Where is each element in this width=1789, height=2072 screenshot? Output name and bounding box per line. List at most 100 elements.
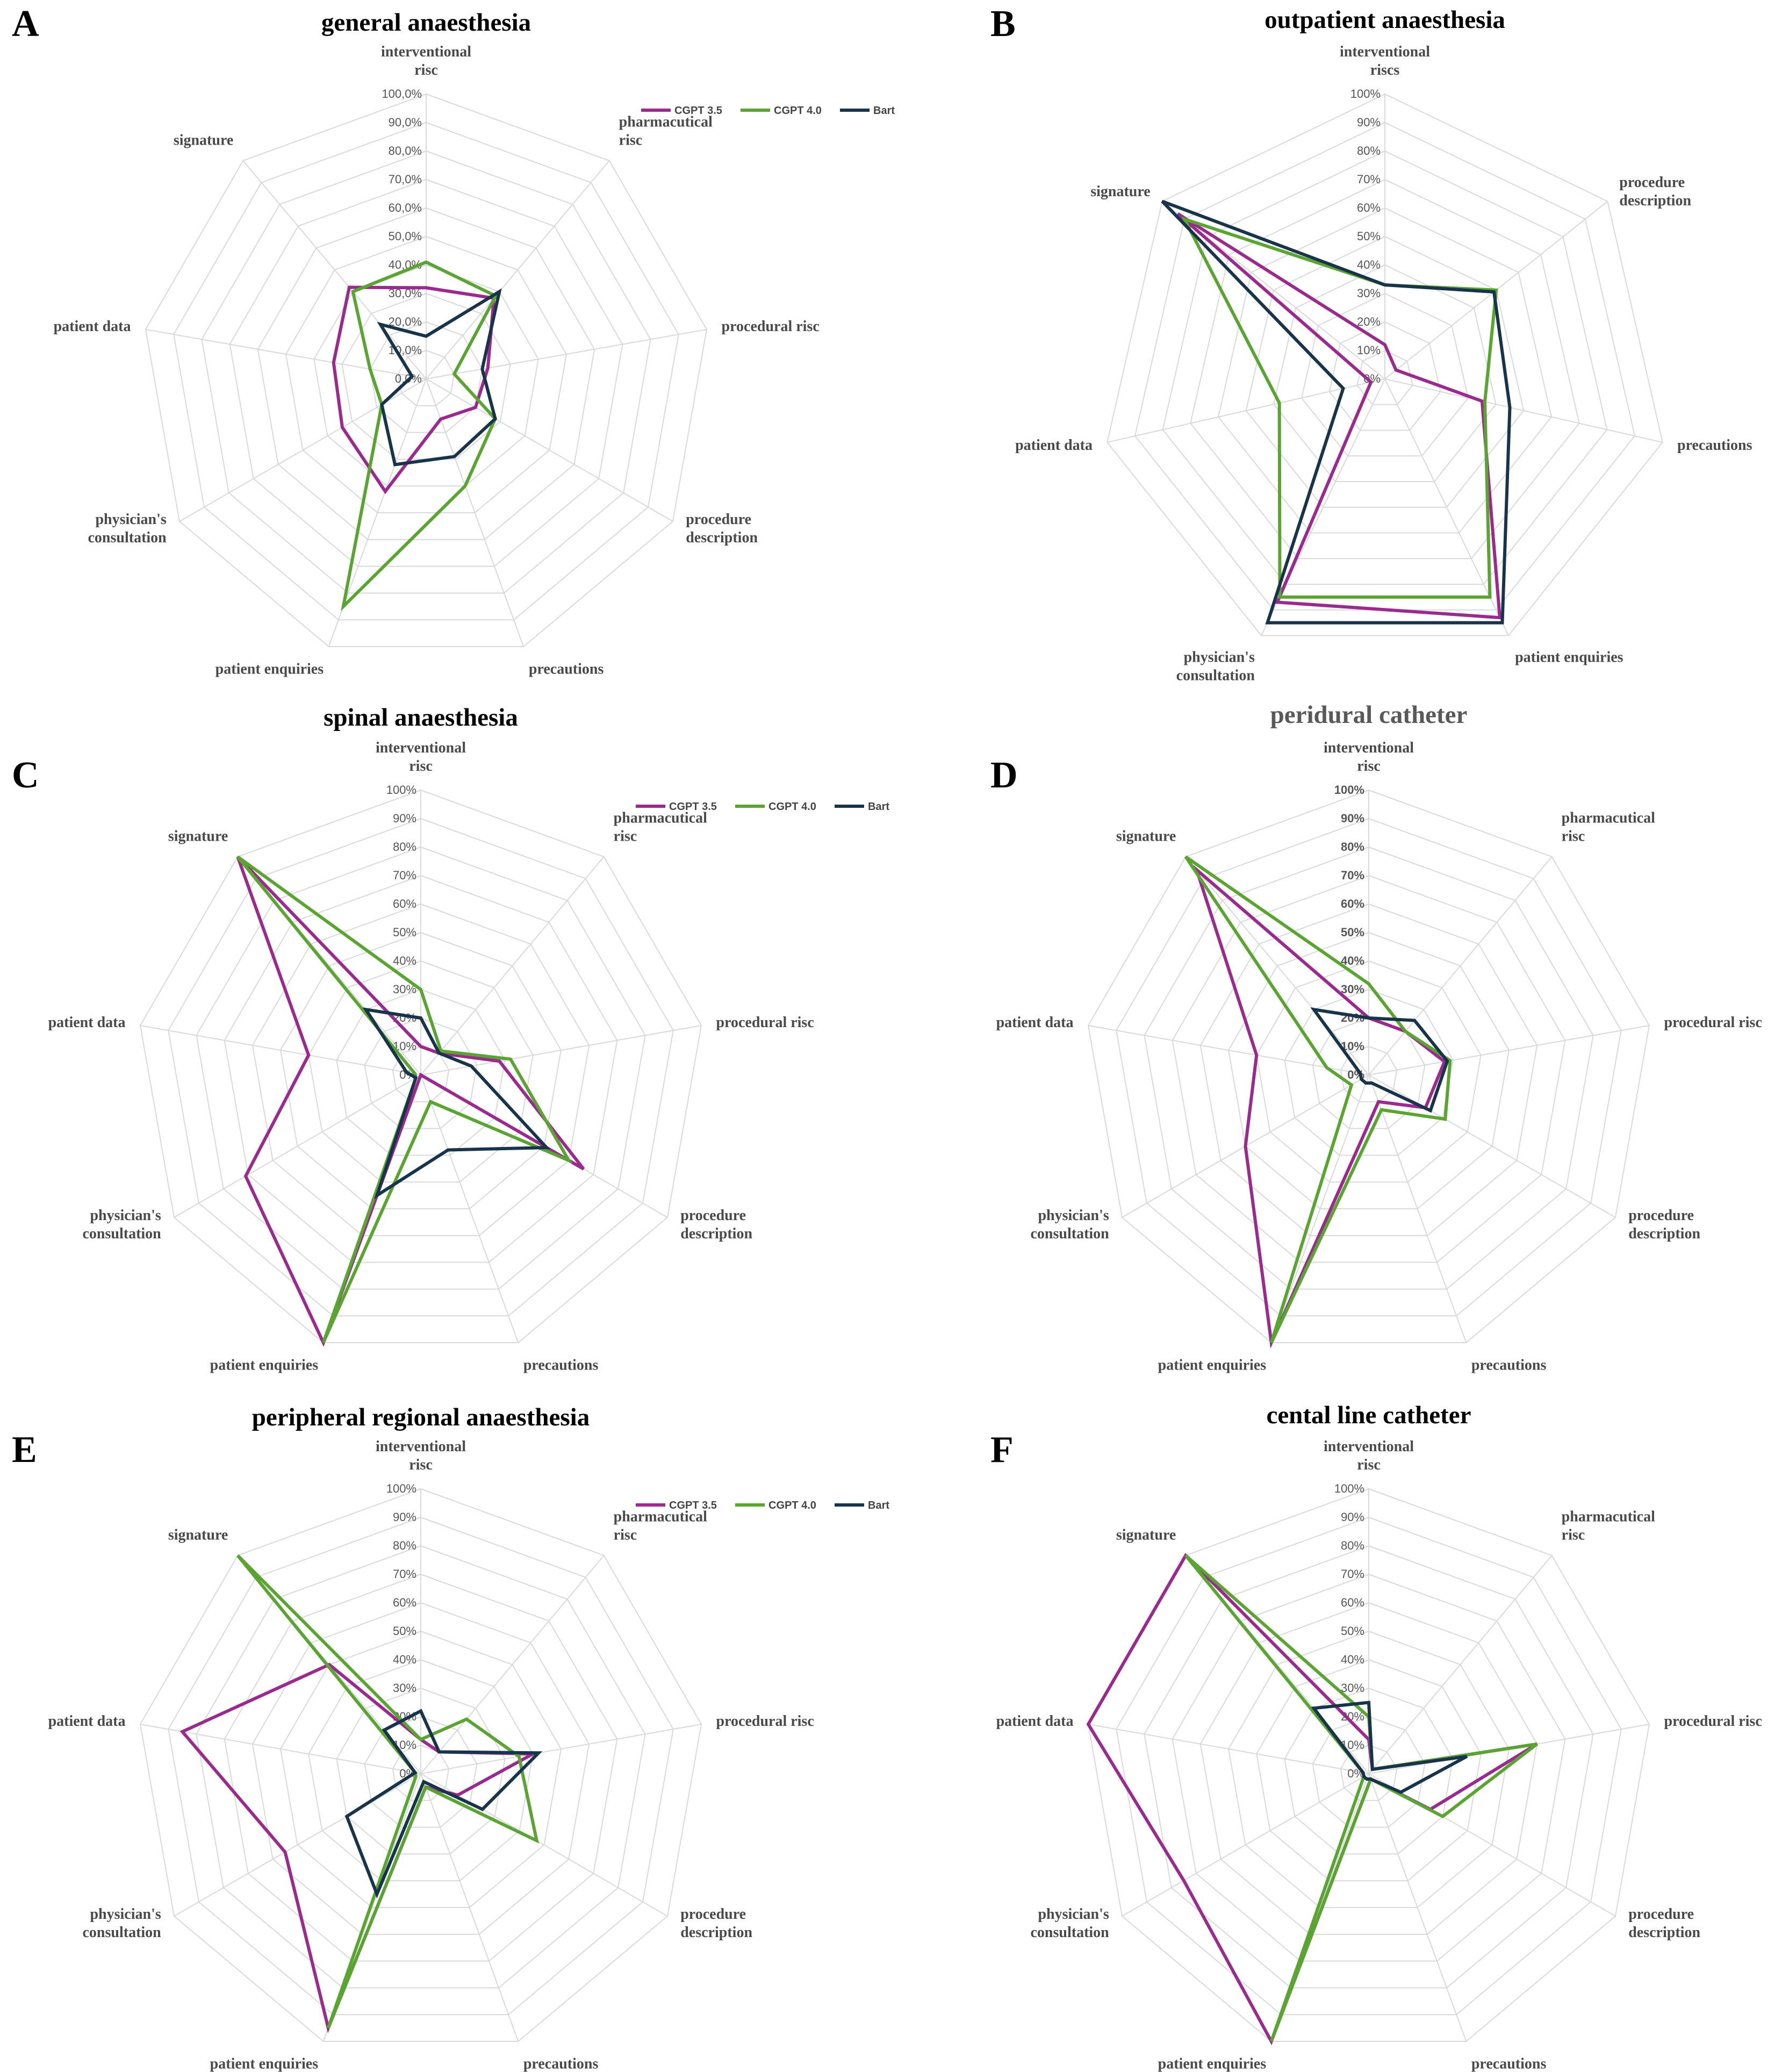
grid-ring xyxy=(201,150,651,594)
tick-label: 50,0% xyxy=(389,230,422,243)
series-line-cgpt-3-5 xyxy=(1193,865,1447,1349)
category-label-patient-data: patient data xyxy=(996,1713,1074,1730)
tick-label: 30% xyxy=(1341,1681,1364,1695)
legend: CGPT 3.5 CGPT 4.0 Bart xyxy=(636,801,889,813)
tick-label: 50% xyxy=(393,1624,416,1638)
tick-label: 40% xyxy=(393,954,416,967)
category-label-patient-data: patient data xyxy=(48,1014,126,1031)
series-line-cgpt-4-0 xyxy=(236,1554,539,2029)
category-label-precautions: precautions xyxy=(529,661,604,677)
grid-ring xyxy=(392,1045,450,1102)
category-label-precautions: precautions xyxy=(523,1357,599,1373)
tick-label: 80% xyxy=(393,1539,416,1552)
grid-ring xyxy=(140,789,702,1344)
chart-title: peripheral regional anaesthesia xyxy=(252,1403,590,1431)
panel-letter: B xyxy=(990,3,1016,45)
tick-label: 30% xyxy=(1341,983,1364,996)
axis-spoke xyxy=(1368,1773,1467,2042)
axis-spoke xyxy=(1107,378,1385,443)
tick-label: 80,0% xyxy=(389,144,422,157)
category-label-signature: signature xyxy=(168,828,228,845)
tick-label: 30% xyxy=(1357,286,1381,300)
grid-ring xyxy=(224,874,618,1263)
tick-label: 60% xyxy=(393,897,416,910)
category-label-physician-s-consultation: physician's consultation xyxy=(83,1207,162,1242)
grid-ring xyxy=(1312,1017,1426,1129)
grid-ring xyxy=(1190,178,1580,560)
category-label-pharmacutical-risc: pharmacutical risc xyxy=(614,810,707,845)
series-line-bart xyxy=(362,1007,550,1200)
tick-label: 70,0% xyxy=(389,173,422,186)
axis-spoke xyxy=(420,1074,519,1343)
axis-spoke xyxy=(1368,1024,1650,1076)
grid-ring xyxy=(1172,874,1566,1263)
axis-spoke xyxy=(1270,1074,1369,1343)
tick-label: 60% xyxy=(393,1596,416,1609)
axis-spoke xyxy=(420,1555,605,1774)
axis-spoke xyxy=(426,378,673,522)
grid-ring xyxy=(257,207,595,540)
category-label-patient-data: patient data xyxy=(996,1014,1074,1031)
category-label-signature: signature xyxy=(1116,828,1176,845)
tick-label: 100% xyxy=(1350,87,1381,101)
axis-spoke xyxy=(1122,1773,1369,1917)
tick-label: 80% xyxy=(1341,1539,1364,1552)
category-label-patient-data: patient data xyxy=(1015,437,1093,454)
tick-label: 60% xyxy=(1341,897,1364,910)
grid-ring xyxy=(1312,1716,1426,1828)
grid-ring xyxy=(1256,1659,1482,1882)
grid-ring xyxy=(1107,93,1663,636)
series-line-bart xyxy=(344,1709,543,1899)
grid-ring xyxy=(308,960,534,1183)
tick-label: 80% xyxy=(1357,144,1381,157)
category-label-interventional-risc: interventional risc xyxy=(376,1438,466,1473)
tick-label: 80% xyxy=(393,840,416,854)
tick-label: 30% xyxy=(393,1681,416,1695)
grid-ring xyxy=(1217,207,1553,534)
axis-spoke xyxy=(145,328,427,379)
grid-ring xyxy=(196,1545,646,1989)
grid-ring xyxy=(1328,321,1441,431)
category-label-patient-enquiries: patient enquiries xyxy=(1158,2055,1267,2072)
grid-ring xyxy=(308,1659,534,1882)
grid-ring xyxy=(336,1687,506,1855)
legend-entry: CGPT 3.5 xyxy=(669,801,717,813)
grid-ring xyxy=(145,93,707,648)
tick-label: 90% xyxy=(1341,812,1364,825)
grid-ring xyxy=(1144,846,1594,1290)
grid-ring xyxy=(1172,1573,1566,1962)
tick-label: 10% xyxy=(1357,343,1381,357)
panel-letter: F xyxy=(990,1429,1014,1471)
tick-label: 100,0% xyxy=(382,87,422,101)
category-label-procedure-description: procedure description xyxy=(680,1207,752,1242)
axis-spoke xyxy=(1088,1723,1369,1774)
tick-label: 100% xyxy=(386,783,416,797)
tick-label: 70% xyxy=(393,869,416,882)
legend-entry: CGPT 4.0 xyxy=(768,801,816,813)
axis-spoke xyxy=(140,1723,421,1774)
category-label-signature: signature xyxy=(168,1527,228,1544)
grid-ring xyxy=(1227,1630,1510,1909)
grid-ring xyxy=(252,903,590,1236)
grid-ring xyxy=(168,818,674,1317)
category-label-procedure-description: procedure description xyxy=(686,511,758,546)
axis-spoke xyxy=(1368,856,1553,1076)
legend: CGPT 3.5 CGPT 4.0 Bart xyxy=(641,105,895,117)
tick-label: 90% xyxy=(393,1510,416,1524)
tick-label: 100% xyxy=(386,1482,416,1495)
grid-ring xyxy=(369,321,483,433)
legend: CGPT 3.5 CGPT 4.0 Bart xyxy=(636,1500,889,1511)
axis-spoke xyxy=(420,1773,519,2042)
tick-label: 50% xyxy=(393,926,416,939)
tick-label: 40% xyxy=(393,1653,416,1666)
grid-ring xyxy=(1301,292,1469,457)
legend-entry: CGPT 3.5 xyxy=(674,105,722,117)
series-line-cgpt-4-0 xyxy=(1184,855,1452,1344)
panel-letter: D xyxy=(990,755,1018,796)
tick-label: 80% xyxy=(1341,840,1364,854)
tick-label: 40% xyxy=(1357,258,1381,271)
